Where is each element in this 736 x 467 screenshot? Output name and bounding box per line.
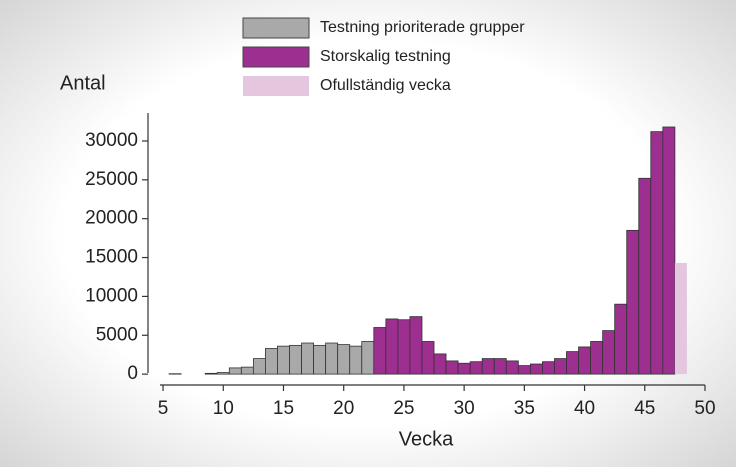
bar — [469, 361, 483, 375]
x-tick-label: 5 — [158, 398, 169, 419]
y-tick-label: 30000 — [85, 130, 138, 151]
bar — [626, 229, 640, 375]
bar — [228, 367, 242, 375]
y-tick-label: 20000 — [85, 208, 138, 229]
bar — [216, 372, 230, 375]
bar — [554, 358, 567, 375]
bar — [517, 365, 531, 375]
bar — [361, 341, 375, 375]
bar — [325, 342, 339, 375]
y-tick-label: 15000 — [85, 247, 138, 268]
x-tick-label: 25 — [393, 398, 414, 419]
x-tick-label: 40 — [574, 398, 595, 419]
legend-swatch — [242, 17, 310, 39]
bar — [289, 344, 302, 375]
legend-label: Storskalig testning — [320, 48, 451, 65]
bar — [674, 262, 687, 375]
bar — [566, 351, 579, 375]
bar — [313, 344, 327, 375]
bar — [638, 177, 652, 375]
bar — [505, 360, 519, 375]
bar — [433, 353, 447, 375]
legend-swatch — [242, 46, 310, 68]
legend-swatch — [243, 76, 309, 96]
bar — [349, 345, 363, 375]
y-axis-label: Antal — [60, 72, 106, 94]
y-tick-label: 25000 — [85, 169, 138, 190]
x-tick-label: 30 — [454, 398, 475, 419]
bar — [614, 303, 628, 375]
bar — [578, 346, 591, 375]
x-tick-label: 50 — [694, 398, 715, 419]
bar — [204, 372, 218, 375]
y-tick-label: 10000 — [85, 285, 138, 306]
legend-label: Testning prioriterade grupper — [320, 19, 525, 36]
bar — [445, 360, 459, 375]
x-tick-label: 45 — [634, 398, 655, 419]
bar — [265, 348, 278, 375]
x-tick-label: 20 — [333, 398, 354, 419]
y-tick-label: 5000 — [96, 324, 138, 345]
x-tick-label: 35 — [514, 398, 535, 419]
bar — [590, 341, 604, 375]
bar — [397, 319, 411, 375]
bar — [385, 318, 399, 375]
bar — [650, 131, 664, 375]
bar — [602, 330, 616, 375]
bar — [277, 345, 290, 375]
bar — [373, 327, 387, 375]
y-tick-label: 0 — [127, 363, 138, 384]
bar — [240, 366, 254, 375]
bar — [301, 342, 314, 375]
bar — [542, 361, 555, 375]
bar — [457, 362, 471, 375]
x-tick-label: 15 — [273, 398, 294, 419]
bar — [481, 358, 495, 375]
bar — [337, 344, 351, 375]
bar — [493, 358, 507, 375]
bar — [252, 358, 266, 375]
bar — [409, 316, 423, 375]
x-tick-label: 10 — [213, 398, 234, 419]
x-axis-label: Vecka — [399, 428, 454, 450]
legend-label: Ofullständig vecka — [320, 77, 451, 94]
bar — [662, 126, 676, 375]
bar — [421, 341, 435, 375]
bar — [529, 363, 543, 375]
